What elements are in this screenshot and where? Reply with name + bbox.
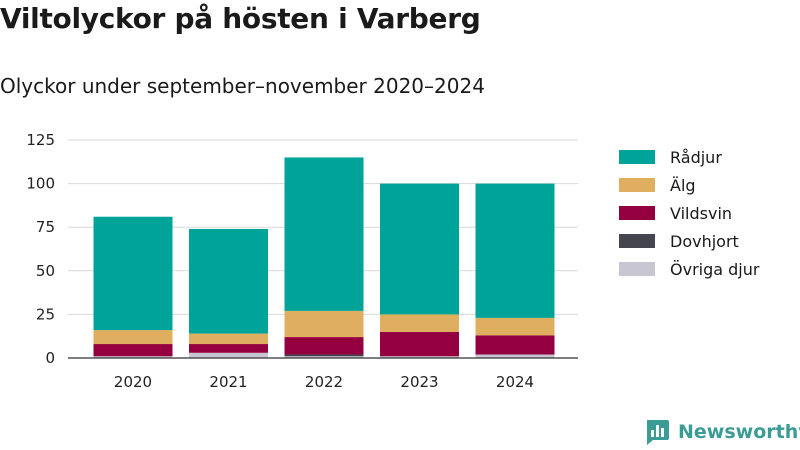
bar-segment (475, 183, 555, 318)
bar-segment (189, 352, 268, 358)
brand: Newsworthy (644, 418, 800, 446)
legend-swatch (619, 234, 655, 248)
bar-segment (189, 344, 268, 353)
bar-segment (475, 354, 555, 358)
bar-segment (284, 337, 364, 355)
x-tick-label: 2020 (114, 373, 152, 391)
legend-label: Rådjur (670, 148, 722, 167)
legend: Rådjur Älg Vildsvin Dovhjort Övriga djur (619, 148, 760, 279)
legend-label: Älg (670, 176, 696, 195)
bar-segment (93, 216, 173, 331)
legend-swatch (619, 178, 655, 192)
bar-segment (380, 314, 459, 332)
y-tick-label: 125 (26, 131, 55, 149)
newsworthy-logo-icon (647, 420, 669, 445)
y-tick-label: 100 (26, 175, 55, 193)
brand-name: Newsworthy (678, 421, 800, 443)
legend-label: Dovhjort (670, 232, 739, 251)
chart-subtitle: Olyckor under september–november 2020–20… (0, 74, 485, 98)
y-tick-label: 0 (45, 349, 55, 367)
bar-segment (189, 228, 268, 334)
legend-swatch (619, 206, 655, 220)
y-tick-label: 75 (36, 218, 55, 236)
legend-swatch (619, 150, 655, 164)
bar-segment (284, 310, 364, 338)
x-tick-label: 2024 (496, 373, 534, 391)
bar-segment (93, 344, 173, 357)
bar-segment (284, 157, 364, 311)
bar-segment (475, 335, 555, 355)
y-tick-label: 25 (36, 305, 55, 323)
x-tick-label: 2023 (400, 373, 438, 391)
legend-label: Vildsvin (670, 204, 732, 223)
bar-segment (380, 356, 459, 358)
x-axis-ticks: 2020 2021 2022 2023 2024 (114, 373, 534, 391)
y-axis-ticks: 0 25 50 75 100 125 (26, 131, 55, 367)
bar-segment (93, 356, 173, 358)
x-tick-label: 2022 (305, 373, 343, 391)
bar-segment (189, 333, 268, 345)
chart-title: Viltolyckor på hösten i Varberg (0, 2, 481, 35)
bar-segment (475, 317, 555, 336)
bar-segment (284, 354, 364, 357)
legend-swatch (619, 262, 655, 276)
bar-segment (380, 183, 459, 315)
bar-segment (93, 330, 173, 345)
legend-label: Övriga djur (670, 260, 760, 279)
bar-segment (380, 331, 459, 357)
bar-segment (284, 356, 364, 358)
x-tick-label: 2021 (209, 373, 247, 391)
bars (93, 157, 555, 358)
y-tick-label: 50 (36, 262, 55, 280)
